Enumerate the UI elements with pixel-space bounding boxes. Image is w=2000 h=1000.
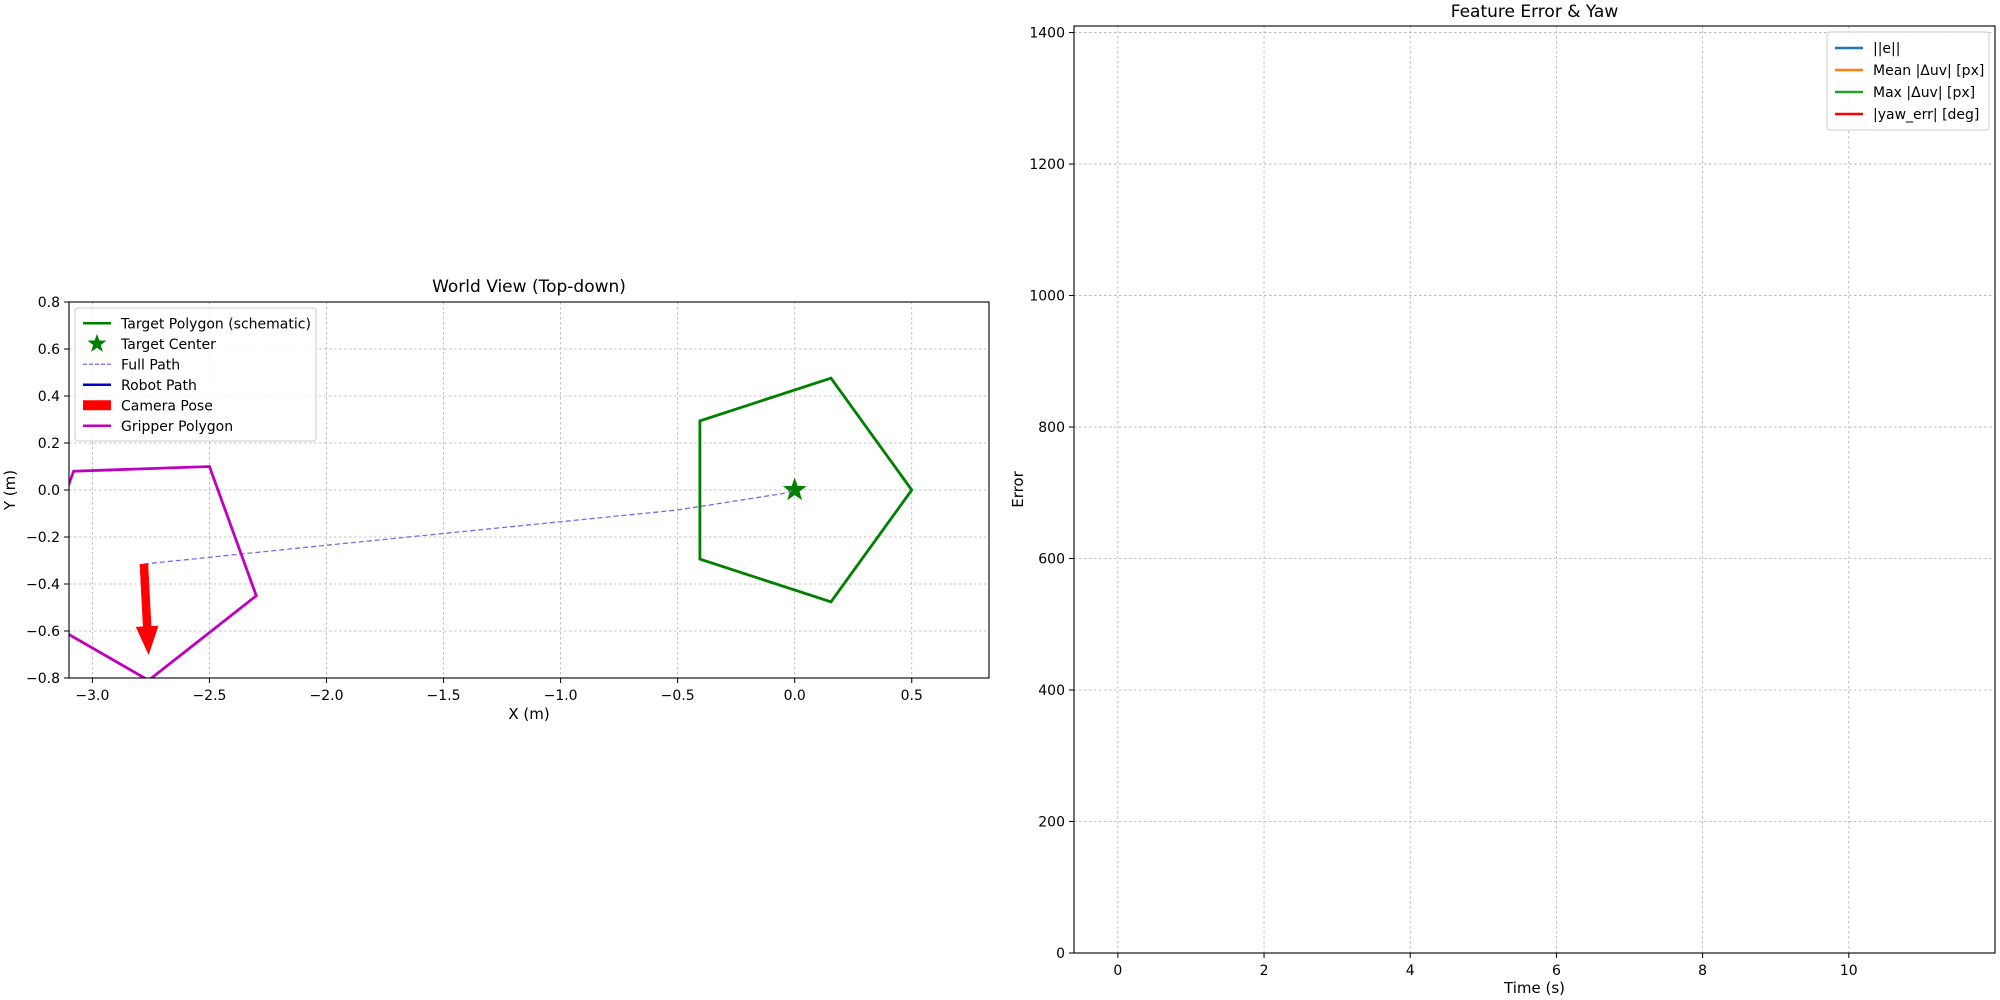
legend-label: Mean |Δuv| [px] — [1873, 63, 1984, 79]
legend-label: Target Polygon (schematic) — [120, 316, 311, 332]
y-tick-label: 800 — [1038, 420, 1065, 436]
y-tick-label: −0.2 — [26, 530, 60, 546]
x-tick-label: −2.5 — [192, 688, 226, 704]
plot-area — [1074, 26, 1995, 953]
legend-label: Camera Pose — [121, 398, 213, 414]
x-tick-label: 10 — [1840, 963, 1858, 979]
y-tick-label: 200 — [1038, 815, 1065, 831]
chart-1: 0 2 4 6 8 10 0 200 400 600 800 1000 1200 1400 Feature … — [1009, 2, 1996, 997]
legend-label: Gripper Polygon — [121, 419, 233, 435]
legend-label: Robot Path — [121, 378, 197, 394]
y-tick-label: 0.4 — [38, 389, 60, 405]
legend-swatch-star — [87, 333, 107, 352]
x-axis-label: X (m) — [508, 705, 549, 723]
x-tick-label: 0.0 — [784, 688, 806, 704]
legend-box — [1826, 31, 1990, 131]
x-axis-label: Time (s) — [1503, 979, 1565, 997]
legend-swatch-arrow — [83, 400, 111, 411]
series-0-polygon — [698, 376, 914, 604]
x-tick-label: 6 — [1552, 963, 1561, 979]
y-tick-label: 400 — [1038, 683, 1065, 699]
series-5-polygon — [69, 465, 258, 678]
chart-title: World View (Top-down) — [432, 277, 626, 297]
y-axis-label: Error — [1009, 470, 1027, 507]
x-tick-label: 2 — [1260, 963, 1269, 979]
series-group — [69, 376, 914, 678]
legend-label: ||e|| — [1873, 41, 1900, 57]
legend-label: Full Path — [121, 357, 180, 373]
x-tick-label: 8 — [1698, 963, 1707, 979]
y-tick-label: 600 — [1038, 552, 1065, 568]
y-tick-label: 0 — [1056, 946, 1065, 962]
x-tick-label: 0 — [1113, 963, 1122, 979]
chart-title: Feature Error & Yaw — [1451, 2, 1619, 22]
y-tick-label: 0.6 — [38, 342, 60, 358]
legend: Target Polygon (schematic) Target Center F… — [74, 307, 317, 442]
legend-box — [74, 307, 317, 442]
y-tick-label: 1400 — [1029, 26, 1065, 42]
y-tick-label: 0.8 — [38, 295, 60, 311]
y-tick-label: −0.4 — [26, 577, 60, 593]
x-tick-label: −0.5 — [661, 688, 695, 704]
y-tick-label: 1000 — [1029, 289, 1065, 305]
camera-pose-arrow — [135, 563, 159, 656]
y-tick-label: 0.0 — [38, 483, 60, 499]
x-tick-label: 4 — [1406, 963, 1415, 979]
legend-label: |yaw_err| [deg] — [1873, 107, 1979, 123]
x-tick-label: 0.5 — [901, 688, 923, 704]
y-tick-label: −0.8 — [26, 671, 60, 687]
y-axis-label: Y (m) — [1, 470, 19, 511]
y-tick-label: 1200 — [1029, 157, 1065, 173]
x-tick-label: −1.0 — [544, 688, 578, 704]
legend-label: Target Center — [120, 337, 216, 353]
target-center-marker — [782, 477, 807, 501]
legend: ||e|| Mean |Δuv| [px] Max |Δuv| [px] |yaw_e… — [1826, 31, 1990, 131]
x-tick-label: −3.0 — [75, 688, 109, 704]
axes-frame — [1073, 25, 1996, 954]
legend-label: Max |Δuv| [px] — [1873, 85, 1975, 101]
x-tick-label: −2.0 — [310, 688, 344, 704]
series-2-line — [143, 489, 795, 565]
y-tick-label: 0.2 — [38, 436, 60, 452]
chart-0: −3.0 −2.5 −2.0 −1.5 −1.0 −0.5 0.0 0.5 −0.8 −0.6 −0… — [1, 277, 990, 723]
x-tick-label: −1.5 — [427, 688, 461, 704]
y-tick-label: −0.6 — [26, 624, 60, 640]
